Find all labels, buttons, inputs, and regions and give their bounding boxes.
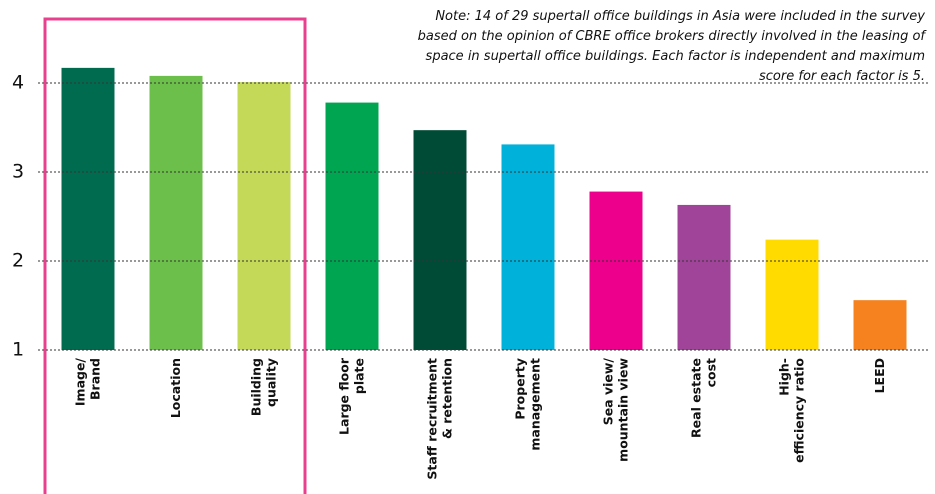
note: Note: 14 of 29 supertall office building… (418, 9, 928, 84)
x-tick-label: High-efficiency ratio (777, 358, 807, 463)
note-line: Note: 14 of 29 supertall office building… (435, 9, 925, 24)
bar (237, 82, 291, 351)
x-tick-label: Image/Brand (73, 358, 103, 407)
x-tick-label: Buildingquality (249, 358, 279, 416)
bar (325, 102, 379, 350)
y-tick-label: 4 (12, 72, 24, 94)
bar (677, 204, 731, 350)
note-line: score for each factor is 5. (759, 69, 925, 84)
x-tick-label: Location (168, 358, 183, 418)
bar (589, 191, 643, 350)
y-tick-label: 3 (12, 161, 24, 183)
x-tick-label: Large floorplate (337, 357, 367, 435)
y-tick-label: 2 (12, 250, 24, 272)
x-tick-label: LEED (872, 358, 887, 393)
bar (61, 67, 115, 351)
x-tick-label: Real estatecost (689, 358, 719, 438)
x-tick-label: Staff recruitment& retention (425, 358, 455, 480)
bar (765, 239, 819, 350)
bar (853, 300, 907, 350)
bar (501, 144, 555, 350)
bar (413, 130, 467, 350)
bar (149, 75, 203, 350)
x-tick-label: Sea view/mountain view (601, 358, 631, 462)
highlight-box (43, 17, 307, 494)
note-line: space in supertall office buildings. Eac… (426, 49, 925, 64)
note-line: based on the opinion of CBRE office brok… (418, 29, 928, 44)
x-tick-label: Propertymanagement (513, 358, 543, 451)
y-tick-label: 1 (12, 339, 24, 361)
